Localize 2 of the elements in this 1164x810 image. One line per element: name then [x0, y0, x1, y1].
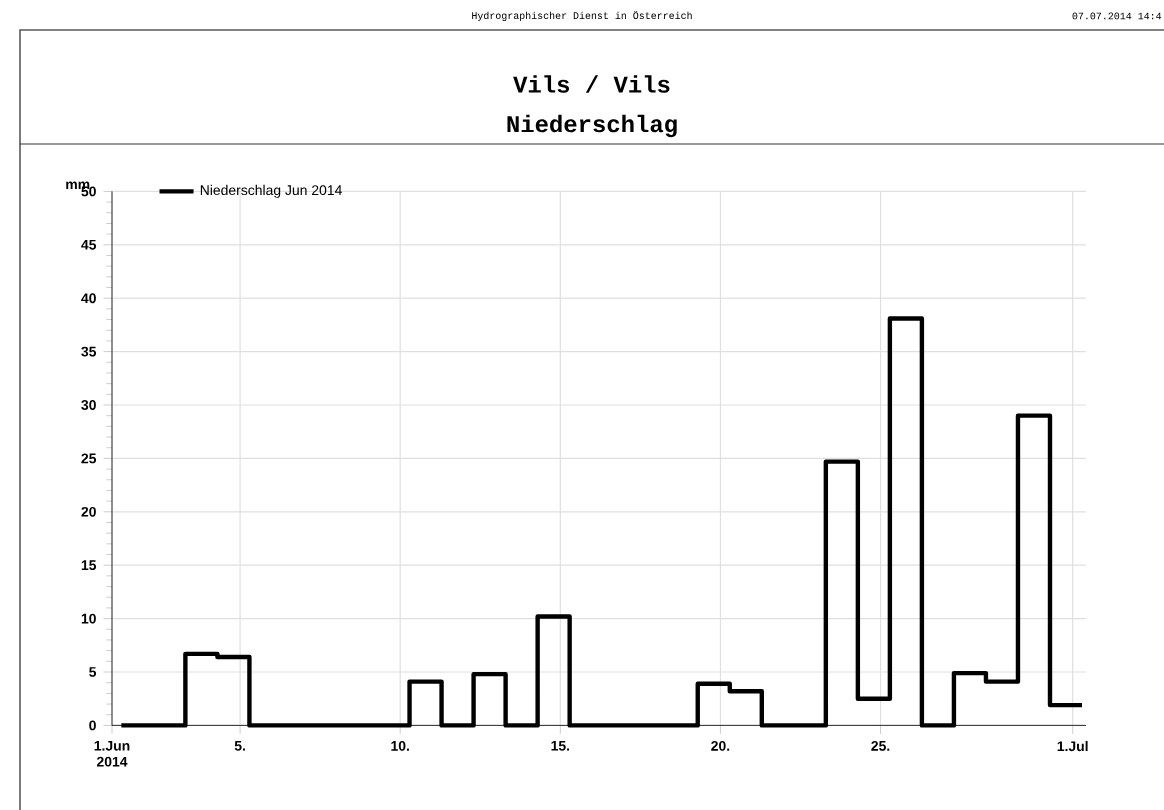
chart-subtitle: Niederschlag: [507, 114, 677, 138]
chart-title: Vils / Vils: [513, 75, 670, 93]
